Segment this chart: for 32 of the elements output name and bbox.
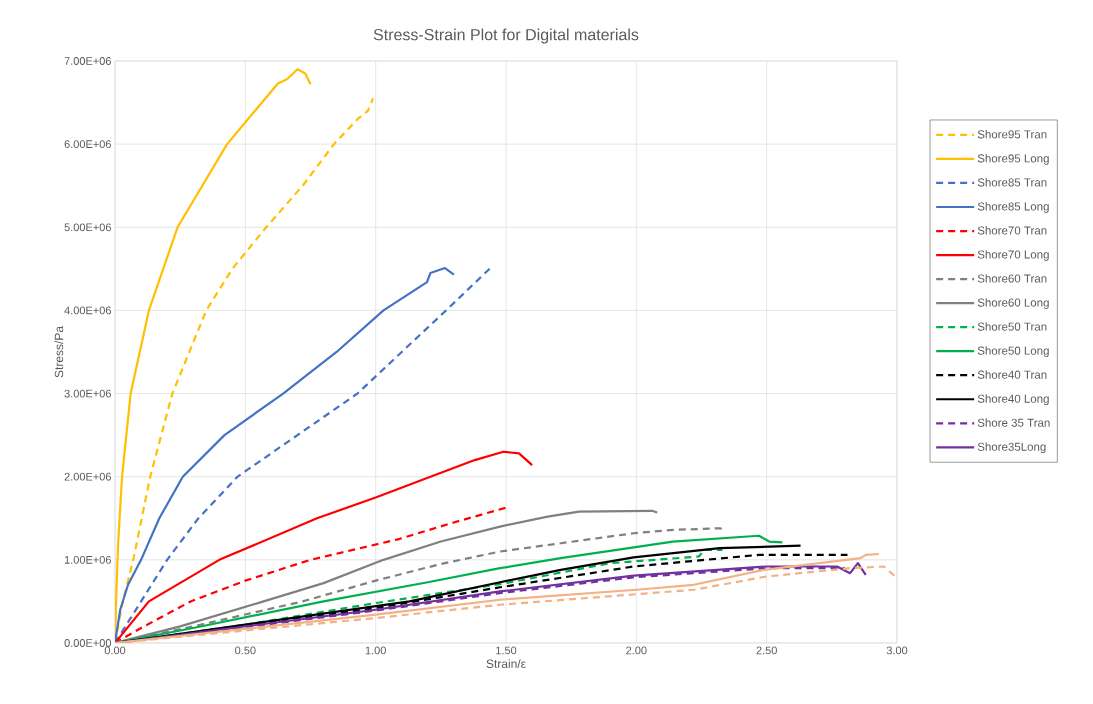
legend-label: Shore95 Long	[977, 154, 1049, 165]
x-tick-label: 2.50	[756, 646, 777, 655]
legend-label: Shore50 Long	[977, 346, 1049, 357]
legend-label: Shore40 Tran	[977, 370, 1047, 379]
legend-label: Shore60 Long	[977, 298, 1049, 309]
legend-label: Shore60 Tran	[977, 274, 1047, 283]
y-tick-label: 6.00E+06	[64, 140, 111, 149]
y-tick-label: 3.00E+06	[64, 389, 111, 398]
legend-label: Shore95 Tran	[977, 129, 1047, 139]
x-tick-label: 0.50	[235, 646, 256, 655]
x-tick-label: 3.00	[886, 646, 908, 655]
y-axis-title: Stress/Pa	[54, 325, 64, 378]
y-tick-label: 5.00E+06	[64, 223, 111, 232]
chart-title: Stress-Strain Plot for Digital materials	[373, 28, 639, 44]
legend-label: Shore 35 Tran	[977, 418, 1050, 427]
x-tick-label: 2.00	[626, 646, 647, 655]
y-tick-label: 7.00E+06	[64, 57, 111, 65]
x-tick-label: 0.00	[104, 646, 126, 655]
legend-label: Shore85 Long	[977, 202, 1049, 213]
y-tick-label: 2.00E+06	[64, 472, 111, 481]
legend-label: Shore70 Tran	[977, 226, 1047, 235]
x-tick-label: 1.50	[496, 646, 517, 655]
legend-label: Shore85 Tran	[977, 178, 1047, 187]
legend-label: Shore50 Tran	[977, 322, 1047, 331]
y-tick-label: 4.00E+06	[64, 306, 111, 315]
legend-label: Shore40 Long	[977, 394, 1049, 406]
x-tick-label: 1.00	[365, 646, 386, 655]
x-axis-title: Strain/ε	[486, 659, 526, 668]
legend-label: Shore35Long	[977, 442, 1046, 454]
legend-label: Shore70 Long	[977, 250, 1049, 261]
y-tick-label: 0.00E+00	[64, 639, 112, 647]
y-tick-label: 1.00E+06	[64, 555, 111, 564]
